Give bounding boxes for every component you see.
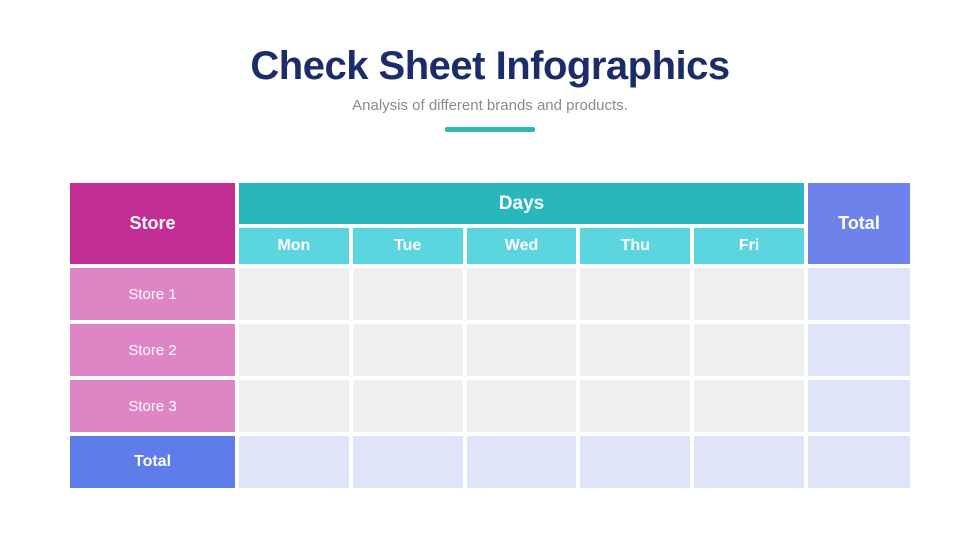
total-row-cell [239,436,349,488]
grand-total-cell [808,436,910,488]
row-label-total: Total [70,436,235,488]
check-cell [466,268,577,320]
accent-underline [445,127,535,132]
check-cell [352,380,463,432]
total-row-cell [580,436,691,488]
check-cell [694,268,804,320]
row-total-cell [808,268,910,320]
check-cell [580,380,691,432]
slide-title: Check Sheet Infographics [250,44,730,88]
check-cell [239,324,349,376]
check-cell [466,324,577,376]
check-sheet-table: Store Days Total Mon Tue Wed Thu Fri Sto… [70,183,910,488]
check-cell [694,380,804,432]
days-group-header: Days [239,183,804,224]
slide-subtitle: Analysis of different brands and product… [352,97,628,114]
check-cell [580,268,691,320]
check-cell [352,268,463,320]
day-header-fri: Fri [694,228,804,264]
row-total-cell [808,324,910,376]
day-header-mon: Mon [239,228,349,264]
total-column-header: Total [808,183,910,264]
day-header-tue: Tue [352,228,463,264]
total-row-cell [352,436,463,488]
day-header-thu: Thu [580,228,691,264]
check-cell [694,324,804,376]
store-column-header: Store [70,183,235,264]
check-cell [239,380,349,432]
total-row-cell [694,436,804,488]
row-total-cell [808,380,910,432]
total-row-cell [466,436,577,488]
check-cell [239,268,349,320]
check-cell [466,380,577,432]
row-label-store-2: Store 2 [70,324,235,376]
check-cell [580,324,691,376]
check-cell [352,324,463,376]
row-label-store-1: Store 1 [70,268,235,320]
day-header-wed: Wed [466,228,577,264]
row-label-store-3: Store 3 [70,380,235,432]
